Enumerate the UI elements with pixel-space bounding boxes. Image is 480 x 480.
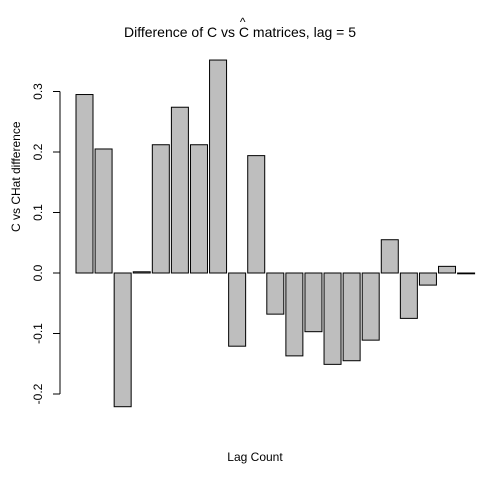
y-tick-label: -0.2 xyxy=(31,383,45,404)
bar xyxy=(361,272,380,341)
title-chat-letter: C xyxy=(238,24,250,40)
bar xyxy=(75,94,94,274)
bar xyxy=(457,272,476,275)
bar xyxy=(304,272,323,333)
bar xyxy=(113,272,132,408)
title-chat: C ^ xyxy=(238,15,250,40)
title-prefix: Difference of C vs xyxy=(123,24,239,40)
bar xyxy=(228,272,247,347)
bar xyxy=(170,106,189,274)
bar xyxy=(438,265,457,274)
bar xyxy=(266,272,285,315)
title-suffix: matrices, lag = 5 xyxy=(249,24,357,40)
bar xyxy=(323,272,342,365)
y-tick-label: 0.1 xyxy=(31,204,45,221)
x-axis-label: Lag Count xyxy=(227,450,283,464)
y-tick-label: -0.1 xyxy=(31,323,45,344)
chart-title: Difference of C vs C ^ matrices, lag = 5 xyxy=(0,15,480,40)
bar xyxy=(94,148,113,274)
bar xyxy=(342,272,361,362)
bar xyxy=(209,59,228,274)
bar xyxy=(189,144,208,274)
y-tick-label: 0.3 xyxy=(31,83,45,100)
bar xyxy=(399,272,418,319)
title-hat: ^ xyxy=(239,15,246,29)
bar xyxy=(247,155,266,274)
bar xyxy=(285,272,304,357)
y-tick-label: 0.0 xyxy=(31,264,45,281)
y-axis-label: C vs CHat difference xyxy=(9,121,23,233)
bar xyxy=(132,271,151,274)
bar xyxy=(380,239,399,274)
y-tick-label: 0.2 xyxy=(31,143,45,160)
bar xyxy=(418,272,437,286)
bar xyxy=(151,144,170,274)
